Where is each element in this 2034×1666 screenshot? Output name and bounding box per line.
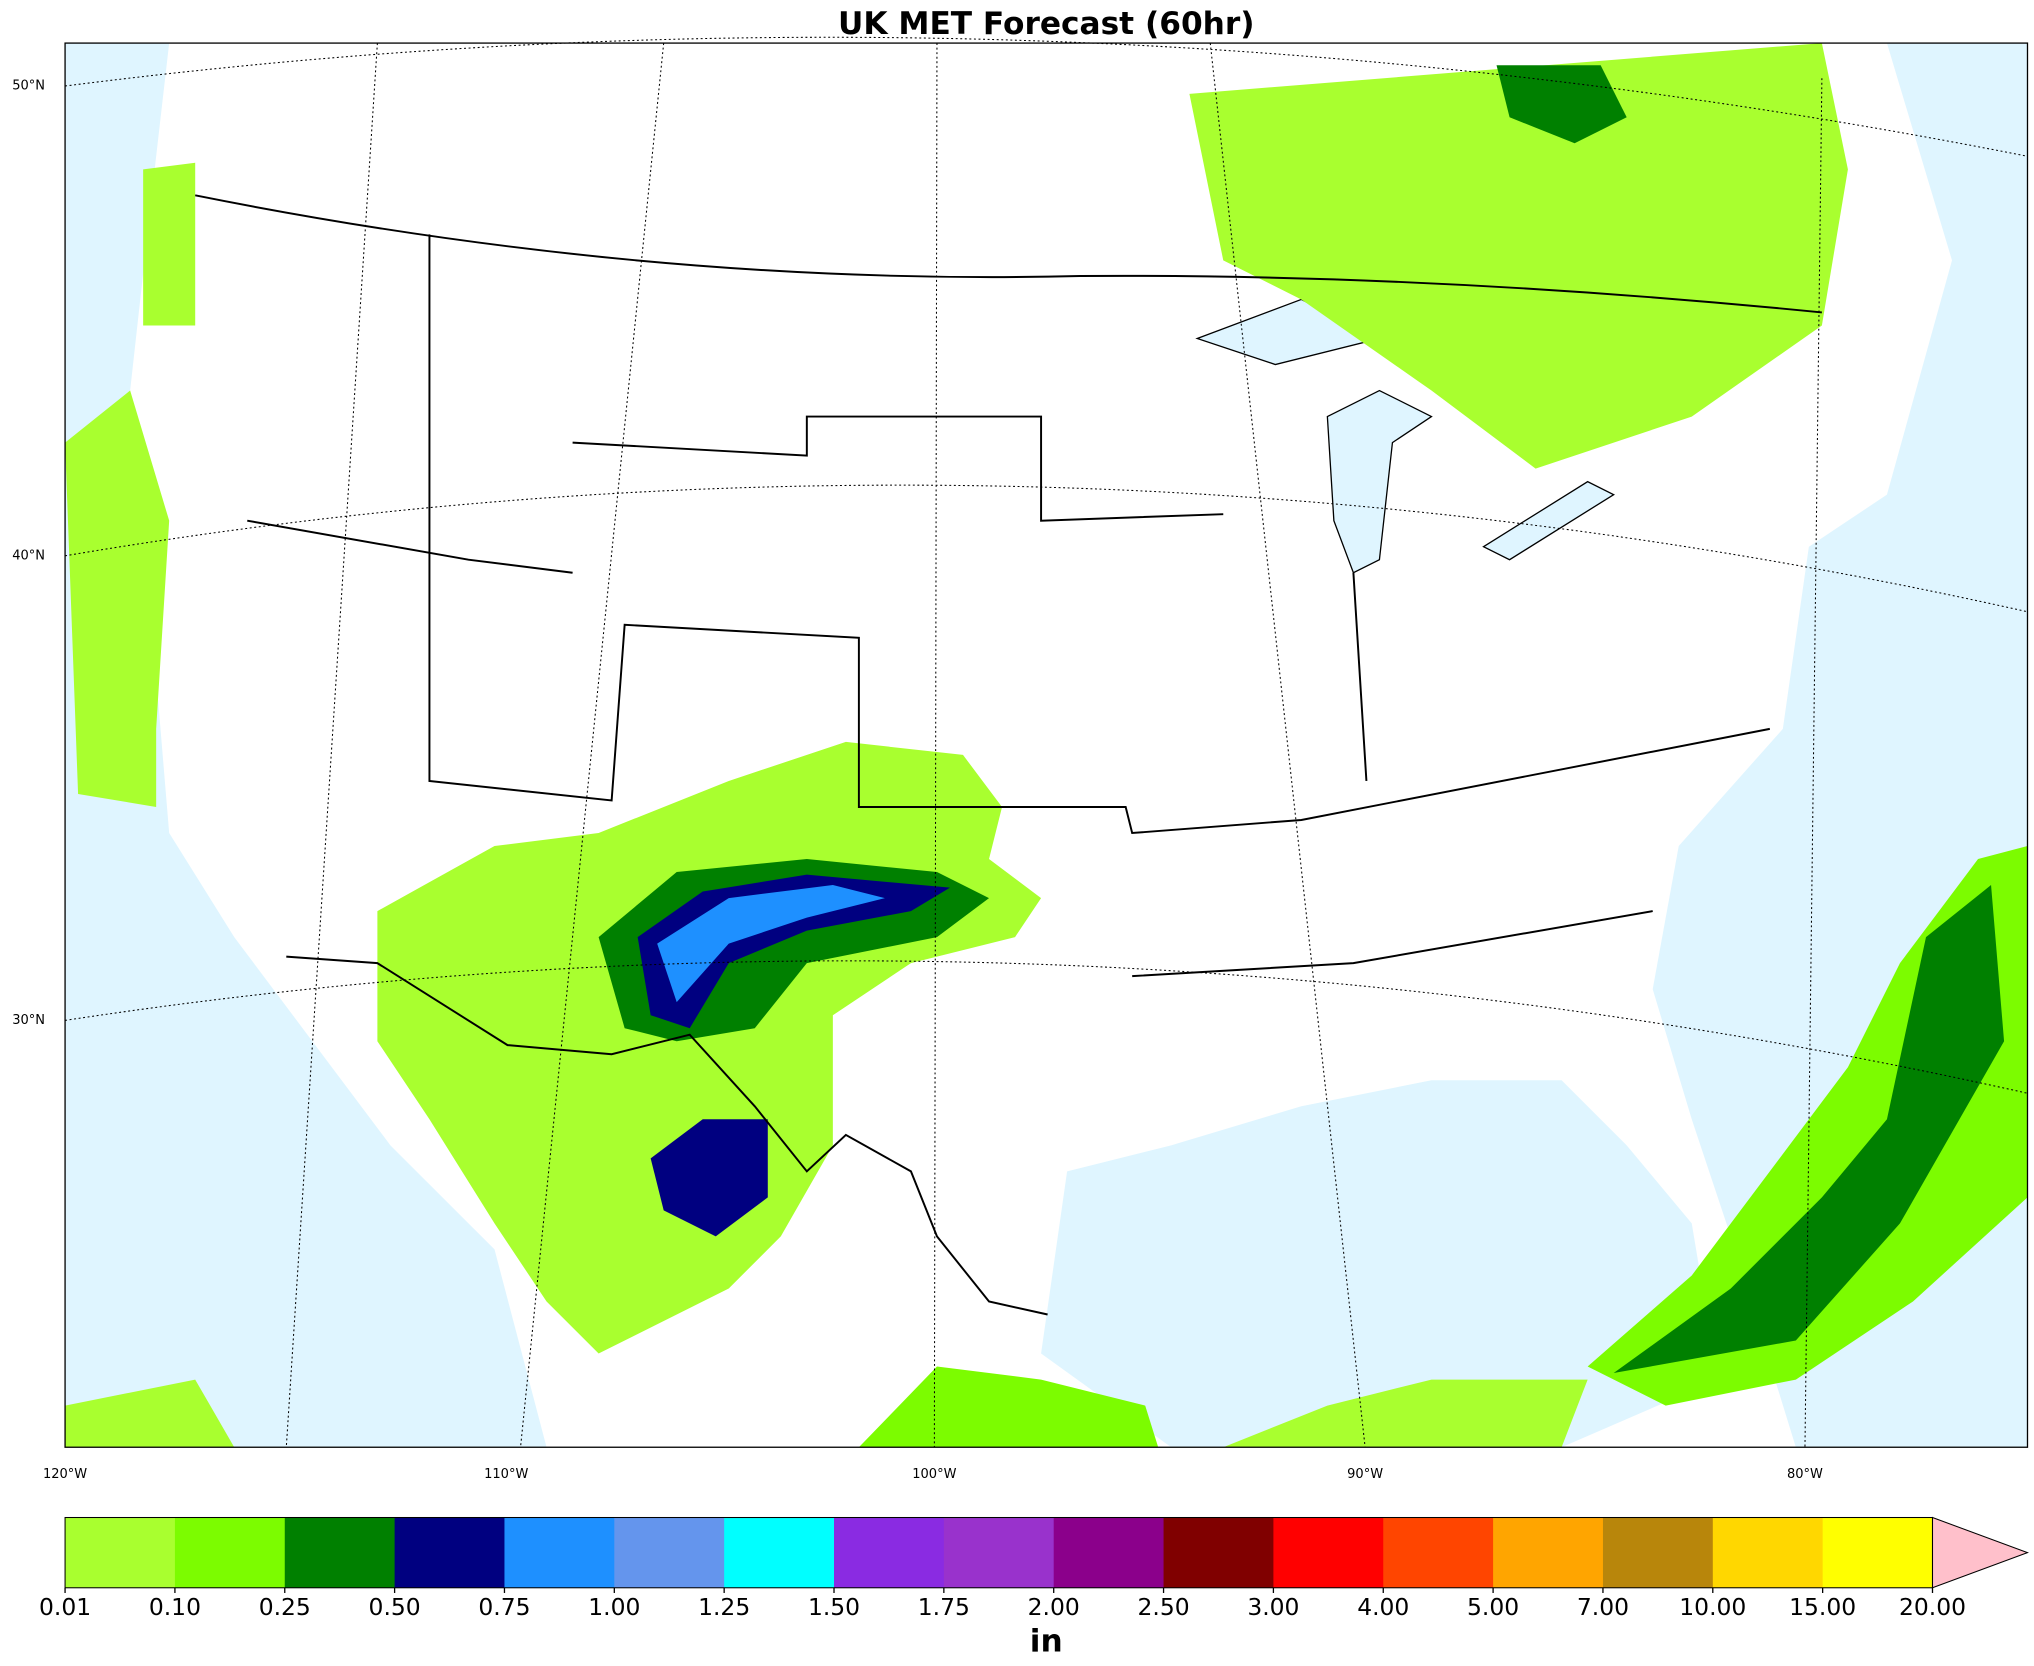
colorbar-label: 1.25	[698, 1593, 750, 1621]
lon-label: 80°W	[1787, 1467, 1823, 1482]
colorbar-unit: in	[1030, 1623, 1063, 1659]
precip-texas-core	[650, 1119, 768, 1237]
colorbar-label: 15.00	[1789, 1593, 1856, 1621]
colorbar-bin	[614, 1517, 725, 1588]
precip-mexico	[858, 1366, 1159, 1448]
colorbar-bin	[1822, 1517, 1934, 1588]
colorbar-bin	[943, 1517, 1055, 1588]
colorbar-bin	[724, 1517, 835, 1588]
map-area	[64, 36, 2029, 1448]
axis-labels: 120°W 110°W 100°W 90°W 80°W 50°N 40°N 30°N	[12, 79, 1823, 1483]
colorbar-extend	[1931, 1516, 2029, 1589]
colorbar-frame	[64, 1516, 1934, 1589]
colorbar-bin	[1712, 1517, 1824, 1588]
lat-label: 50°N	[12, 79, 45, 94]
colorbar-label: 1.50	[808, 1593, 860, 1621]
colorbar-bin	[1602, 1517, 1714, 1588]
colorbar-label: 0.50	[369, 1593, 421, 1621]
colorbar-label: 20.00	[1899, 1593, 1966, 1621]
title: UK MET Forecast (60hr)	[838, 6, 1255, 42]
colorbar-label: 0.75	[478, 1593, 530, 1621]
pacific	[65, 43, 547, 1448]
colorbar-label: 7.00	[1577, 1593, 1629, 1621]
precip-canada	[1189, 43, 1848, 469]
colorbar-label: 4.00	[1357, 1593, 1409, 1621]
colorbar-bin	[1273, 1517, 1384, 1588]
colorbar-bin	[65, 1517, 176, 1588]
borders	[195, 194, 1822, 1316]
lon-label: 100°W	[912, 1467, 956, 1482]
colorbar-label: 10.00	[1679, 1593, 1746, 1621]
map-frame	[64, 42, 2029, 1448]
colorbar-label: 2.00	[1028, 1593, 1080, 1621]
colorbar-bin	[1383, 1517, 1494, 1588]
precip-canada-core	[1496, 65, 1627, 144]
colorbar-bin	[834, 1517, 945, 1588]
colorbar-label: 5.00	[1467, 1593, 1519, 1621]
lat-label: 30°N	[12, 1013, 45, 1028]
colorbar-bin	[1493, 1517, 1604, 1588]
lat-label: 40°N	[12, 548, 45, 563]
precip-nm-peak	[657, 885, 885, 1003]
precip-pacific	[65, 162, 196, 807]
colorbar-label: 1.75	[918, 1593, 970, 1621]
lon-label: 120°W	[43, 1467, 87, 1482]
colorbar: 0.01 0.10 0.25 0.50 0.75 1.00 1.25 1.50 1.75 2.00…	[39, 1516, 2029, 1659]
colorbar-label: 2.50	[1137, 1593, 1189, 1621]
colorbar-label: 0.10	[149, 1593, 201, 1621]
colorbar-bin	[1053, 1517, 1165, 1588]
colorbar-bin	[504, 1517, 615, 1588]
colorbar-label: 1.00	[588, 1593, 640, 1621]
precip-atlantic-core	[1613, 885, 2005, 1374]
colorbar-bin	[174, 1517, 286, 1588]
colorbar-label: 0.25	[259, 1593, 311, 1621]
lon-label: 110°W	[484, 1467, 528, 1482]
gulf	[1041, 1080, 1718, 1448]
graticule	[64, 36, 2028, 1448]
colorbar-bin	[284, 1517, 396, 1588]
colorbar-bin	[394, 1517, 506, 1588]
colorbar-bin	[1163, 1517, 1275, 1588]
colorbar-label: 3.00	[1247, 1593, 1299, 1621]
lon-label: 90°W	[1347, 1467, 1383, 1482]
colorbar-label: 0.01	[39, 1593, 91, 1621]
precip-south	[65, 1379, 1588, 1448]
